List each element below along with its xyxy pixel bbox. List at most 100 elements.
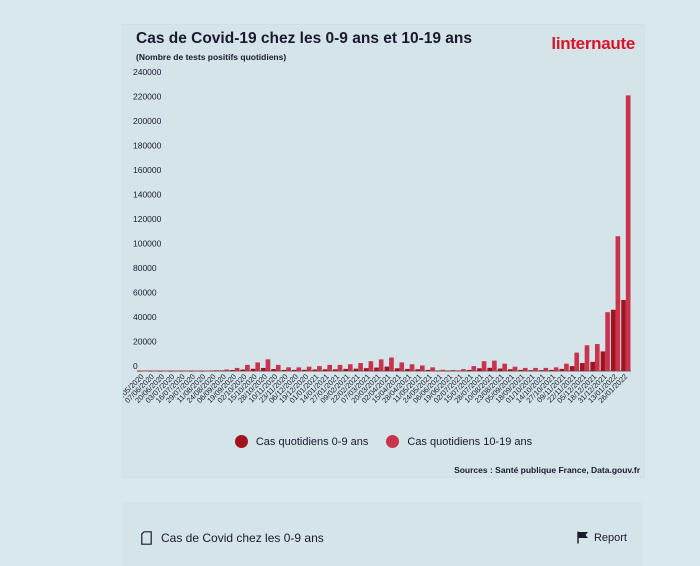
legend-item-0-9[interactable]: Cas quotidiens 0-9 ans [234,435,368,448]
bar-10-19[interactable] [574,352,580,371]
bar-0-9[interactable] [487,367,493,371]
bar-10-19[interactable] [564,363,569,371]
bar-0-9[interactable] [394,368,400,371]
bar-10-19[interactable] [512,366,518,371]
bar-0-9[interactable] [168,370,174,372]
footer-title[interactable]: Cas de Covid chez les 0-9 ans [161,531,324,545]
bar-0-9[interactable] [415,369,421,371]
bar-10-19[interactable] [327,364,333,371]
bar-10-19[interactable] [234,367,240,371]
linternaute-logo[interactable]: linternaute [551,34,635,53]
bar-10-19[interactable] [625,95,631,371]
bar-0-9[interactable] [240,369,246,371]
bar-0-9[interactable] [374,367,379,371]
bar-10-19[interactable] [522,367,528,371]
bar-0-9[interactable] [158,370,163,372]
bar-0-9[interactable] [425,369,431,371]
bar-10-19[interactable] [399,362,405,371]
bar-0-9[interactable] [549,369,554,371]
bar-0-9[interactable] [188,370,194,372]
bar-10-19[interactable] [584,345,590,371]
bar-10-19[interactable] [337,364,343,371]
bar-10-19[interactable] [214,370,219,371]
bar-0-9[interactable] [384,366,390,371]
bar-10-19[interactable] [594,344,600,371]
bar-0-9[interactable] [456,370,462,372]
bar-10-19[interactable] [296,367,302,371]
bar-0-9[interactable] [466,369,472,371]
report-button[interactable]: Report [577,531,627,544]
bar-0-9[interactable] [580,363,585,371]
bar-0-9[interactable] [230,370,235,371]
bar-0-9[interactable] [137,370,143,372]
bar-10-19[interactable] [183,370,188,372]
bar-0-9[interactable] [528,370,534,371]
bar-0-9[interactable] [590,361,595,371]
bar-10-19[interactable] [255,362,260,371]
bar-0-9[interactable] [302,369,307,371]
bar-10-19[interactable] [450,370,456,371]
bar-10-19[interactable] [193,370,199,372]
bar-10-19[interactable] [286,367,291,371]
bar-10-19[interactable] [409,364,415,371]
bar-0-9[interactable] [610,309,616,371]
bar-0-9[interactable] [199,370,204,372]
bar-10-19[interactable] [265,359,271,371]
bar-10-19[interactable] [471,366,477,371]
bar-10-19[interactable] [502,363,507,371]
bar-10-19[interactable] [275,364,281,371]
bar-0-9[interactable] [271,369,276,371]
bar-10-19[interactable] [142,370,147,372]
bar-0-9[interactable] [508,369,513,371]
bar-10-19[interactable] [533,367,538,371]
bar-0-9[interactable] [435,370,441,372]
bar-10-19[interactable] [378,359,384,371]
bar-0-9[interactable] [559,368,565,371]
bar-0-9[interactable] [353,368,359,371]
bar-10-19[interactable] [358,363,363,371]
bar-10-19[interactable] [224,369,230,371]
bar-0-9[interactable] [219,370,225,371]
bar-10-19[interactable] [152,370,158,372]
bar-10-19[interactable] [317,366,322,371]
bar-10-19[interactable] [430,367,435,371]
bar-0-9[interactable] [343,368,348,371]
bar-0-9[interactable] [600,351,606,371]
bar-0-9[interactable] [477,368,482,371]
bar-0-9[interactable] [250,368,256,371]
bar-0-9[interactable] [363,368,369,371]
bar-0-9[interactable] [538,370,544,371]
bar-10-19[interactable] [553,367,559,371]
bar-0-9[interactable] [291,369,297,371]
bar-10-19[interactable] [368,361,374,371]
bar-10-19[interactable] [245,364,250,371]
bar-10-19[interactable] [605,312,610,371]
bar-10-19[interactable] [306,366,312,371]
bar-10-19[interactable] [461,369,466,371]
bar-10-19[interactable] [543,367,549,371]
bar-0-9[interactable] [405,368,410,371]
bar-10-19[interactable] [347,364,353,371]
bar-0-9[interactable] [621,299,626,371]
bar-0-9[interactable] [518,369,523,371]
bar-0-9[interactable] [322,369,328,371]
bar-10-19[interactable] [420,365,425,371]
bar-0-9[interactable] [497,368,503,371]
bar-10-19[interactable] [203,370,209,372]
bar-10-19[interactable] [481,361,487,371]
bar-0-9[interactable] [569,366,575,371]
bar-0-9[interactable] [209,370,215,372]
bar-10-19[interactable] [389,357,394,371]
legend-item-10-19[interactable]: Cas quotidiens 10-19 ans [386,435,532,448]
bar-0-9[interactable] [147,370,153,372]
bar-10-19[interactable] [615,236,621,371]
bar-10-19[interactable] [162,370,168,372]
bar-0-9[interactable] [261,367,266,371]
bar-0-9[interactable] [178,370,184,372]
bar-10-19[interactable] [492,360,497,371]
bar-10-19[interactable] [173,370,178,372]
bar-0-9[interactable] [312,369,318,371]
bar-0-9[interactable] [281,369,287,371]
bar-0-9[interactable] [446,370,451,372]
bar-10-19[interactable] [440,369,446,371]
